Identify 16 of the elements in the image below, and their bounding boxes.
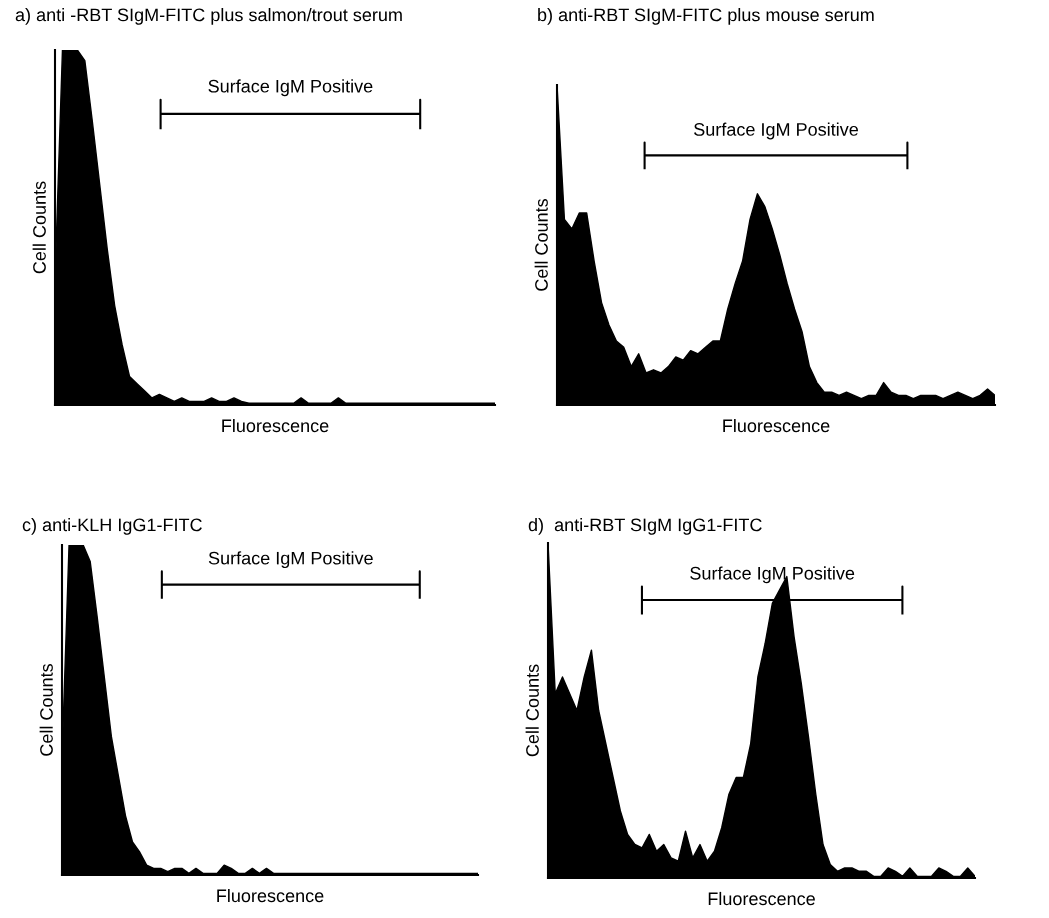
annotation: Surface IgM Positive [690,566,855,584]
x-axis-title: Fluorescence [708,891,815,906]
y-axis-title: Cell Counts [32,181,46,274]
annotation: Surface IgM Positive [208,551,373,569]
x-axis-title: Fluorescence [723,418,830,433]
annotation: Surface IgM Positive [694,122,858,140]
chart-title: c) anti-KLH IgG1-FITC [22,518,202,535]
annotation: Surface IgM Positive [208,79,373,97]
chart-title: d) anti-RBT SIgM IgG1-FITC [528,518,762,535]
x-axis-title: Fluorescence [222,418,329,433]
chart-title: b) anti-RBT SIgM-FITC plus mouse serum [538,8,874,25]
x-axis-title: Fluorescence [217,888,324,903]
y-axis-title: Cell Counts [39,663,53,756]
y-axis-title: Cell Counts [534,198,548,291]
y-axis-title: Cell Counts [525,664,539,757]
chart-title: a) anti -RBT SIgM-FITC plus salmon/trout serum [15,8,402,25]
